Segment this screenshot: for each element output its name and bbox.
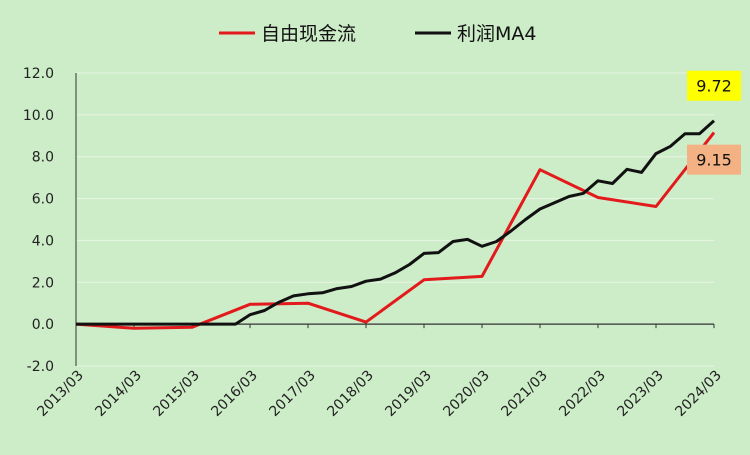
- legend-label-0: 自由现金流: [261, 23, 356, 45]
- x-tick-label: 2020/03: [440, 368, 492, 420]
- y-tick-label: 12.0: [23, 66, 54, 82]
- y-tick-label: 2.0: [32, 275, 54, 291]
- series-lines: [75, 119, 716, 330]
- y-tick-label: 0.0: [32, 317, 54, 333]
- x-tick-label: 2017/03: [266, 368, 318, 420]
- x-tick-labels: 2013/03 2014/03 2015/03 2016/03 2017/03 2018/…: [34, 368, 724, 420]
- x-tick-label: 2015/03: [150, 368, 202, 420]
- x-tick-label: 2023/03: [614, 368, 666, 420]
- x-tick-label: 2021/03: [498, 368, 550, 420]
- legend: 自由现金流 利润MA4: [219, 23, 536, 45]
- end-label-1: 9.15: [696, 151, 732, 170]
- end-label-0: 9.72: [696, 77, 732, 96]
- y-tick-label: 4.0: [32, 233, 54, 249]
- x-tick-label: 2016/03: [208, 368, 260, 420]
- x-tick-label: 2018/03: [324, 368, 376, 420]
- series-line-0: [75, 131, 716, 330]
- x-tick-label: 2019/03: [382, 368, 434, 420]
- x-tick-label: 2022/03: [556, 368, 608, 420]
- y-tick-label: -2.0: [27, 359, 54, 375]
- end-label-box-1: [687, 144, 741, 175]
- end-label-box-0: [687, 70, 741, 101]
- y-gridlines: [76, 72, 714, 367]
- legend-label-1: 利润MA4: [457, 23, 536, 45]
- end-value-labels: 9.72 9.15: [687, 70, 741, 175]
- axes: [75, 73, 715, 366]
- x-tick-label: 2014/03: [92, 368, 144, 420]
- x-tick-label: 2024/03: [672, 368, 724, 420]
- y-tick-label: 8.0: [32, 150, 54, 166]
- y-tick-label: 6.0: [32, 192, 54, 208]
- y-tick-label: 10.0: [23, 108, 54, 124]
- x-tick-label: 2013/03: [34, 368, 86, 420]
- y-tick-labels: 12.0 10.0 8.0 6.0 4.0 2.0 0.0 -2.0: [23, 66, 54, 375]
- series-line-1: [76, 119, 716, 326]
